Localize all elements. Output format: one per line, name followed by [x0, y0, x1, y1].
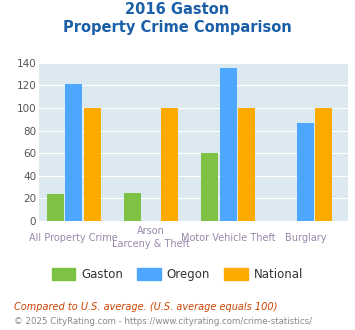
- Bar: [161, 108, 178, 221]
- Text: Property Crime Comparison: Property Crime Comparison: [63, 20, 292, 35]
- Text: All Property Crime: All Property Crime: [29, 233, 118, 243]
- Bar: [238, 108, 255, 221]
- Bar: [84, 108, 101, 221]
- Text: © 2025 CityRating.com - https://www.cityrating.com/crime-statistics/: © 2025 CityRating.com - https://www.city…: [14, 317, 312, 326]
- Legend: Gaston, Oregon, National: Gaston, Oregon, National: [47, 263, 308, 286]
- Bar: [316, 108, 332, 221]
- Bar: [297, 123, 314, 221]
- Bar: [124, 193, 141, 221]
- Bar: [47, 194, 64, 221]
- Text: Larceny & Theft: Larceny & Theft: [112, 239, 190, 249]
- Bar: [65, 84, 82, 221]
- Text: 2016 Gaston: 2016 Gaston: [125, 2, 230, 16]
- Text: Compared to U.S. average. (U.S. average equals 100): Compared to U.S. average. (U.S. average …: [14, 302, 278, 312]
- Bar: [220, 68, 237, 221]
- Text: Arson: Arson: [137, 226, 165, 236]
- Bar: [201, 153, 218, 221]
- Text: Motor Vehicle Theft: Motor Vehicle Theft: [181, 233, 275, 243]
- Text: Burglary: Burglary: [285, 233, 326, 243]
